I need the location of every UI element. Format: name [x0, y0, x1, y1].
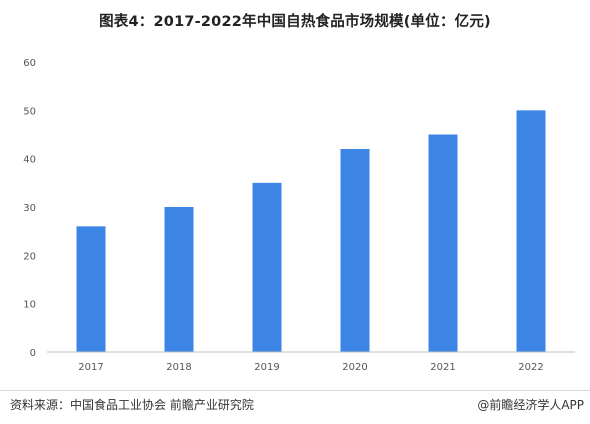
credit-note: @前瞻经济学人APP: [477, 398, 584, 412]
x-tick-label: 2021: [430, 362, 455, 373]
x-tick-label: 2020: [342, 362, 367, 373]
bar-2018: [164, 207, 194, 352]
bar-chart: 0 10 20 30 40 50 60 2017 2018 2019 2020 2021 2022: [23, 58, 575, 373]
bar-2019: [252, 182, 282, 352]
y-tick-label: 40: [23, 155, 36, 166]
bar-2021: [428, 134, 458, 352]
x-tick-label: 2018: [166, 362, 191, 373]
y-tick-label: 60: [23, 58, 36, 69]
x-tick-label: 2017: [78, 362, 103, 373]
bar-2017: [76, 226, 106, 352]
bar-2022: [516, 110, 546, 352]
x-tick-label: 2022: [518, 362, 543, 373]
source-note: 资料来源：中国食品工业协会 前瞻产业研究院: [10, 398, 254, 412]
chart-title: 图表4：2017-2022年中国自热食品市场规模(单位：亿元): [99, 14, 491, 30]
y-tick-label: 10: [23, 300, 36, 311]
y-tick-label: 20: [23, 251, 36, 262]
y-tick-label: 30: [23, 203, 36, 214]
x-tick-label: 2019: [254, 362, 279, 373]
y-tick-label: 0: [30, 348, 36, 359]
bar-2020: [340, 149, 370, 352]
footer-divider: [0, 390, 590, 391]
y-tick-label: 50: [23, 106, 36, 117]
